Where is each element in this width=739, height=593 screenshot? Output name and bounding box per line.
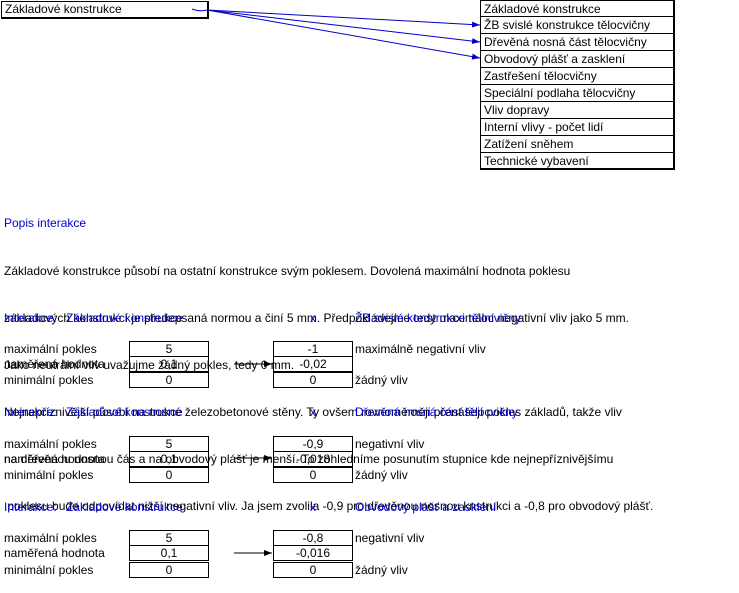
interaction-target: ŽB svislé konstrukce tělocvičny [355,311,522,325]
left-value-cell[interactable]: 0 [129,467,209,483]
description-line: Nejnepříznivější působí na nosné železob… [4,404,622,419]
description-line: základových konstrukcí je předepsaná nor… [4,310,629,325]
left-value-cell[interactable]: 0,1 [129,356,209,372]
interaction-times: x [310,311,316,325]
interaction-source: Základové konstrukce [66,311,183,325]
right-value-cell[interactable]: 0 [273,467,353,483]
right-value-cell[interactable]: -0,016 [273,545,353,561]
interaction-target: Dřevěná nosná část tělocvičny [355,405,518,419]
left-value-cell[interactable]: 0,1 [129,545,209,561]
right-value-cell[interactable]: 0 [273,562,353,578]
left-value-cell[interactable]: 0 [129,562,209,578]
interaction-description: Popis interakce Základové konstrukce půs… [4,185,653,530]
description-line: Jako neutrální vliv uvažujme žádný pokle… [4,357,295,372]
right-label-max: negativní vliv [355,531,425,545]
left-value-cell[interactable]: 5 [129,436,209,452]
right-value-cell[interactable]: -0,8 [273,530,353,546]
target-list: Základové konstrukce ŽB svislé konstrukc… [480,0,675,170]
right-value-cell[interactable]: -0,02 [273,356,353,372]
left-value-cell[interactable]: 0,1 [129,451,209,467]
target-item[interactable]: Zastřešení tělocvičny [480,68,675,85]
description-line: na dřevěnou nosnou čás a na obvodový plá… [4,451,614,466]
description-line: Základové konstrukce působí na ostatní k… [4,263,571,278]
interaction-source: Základové konstrukce [66,500,183,514]
right-value-cell[interactable]: -1 [273,341,353,357]
right-label-min: žádný vliv [355,468,408,482]
right-label-min: žádný vliv [355,563,408,577]
description-title: Popis interakce [4,216,87,231]
interaction-target: Obvodový plášť a zasklení [355,500,497,514]
description-line: poklesu bude odpovídat nižší negativní v… [4,499,654,514]
target-item[interactable]: Interní vlivy - počet lidí [480,119,675,136]
right-value-cell[interactable]: 0 [273,372,353,388]
target-item[interactable]: Obvodový plášť a zasklení [480,51,675,68]
label-min: minimální pokles [4,468,94,482]
left-value-cell[interactable]: 5 [129,341,209,357]
right-label-max: negativní vliv [355,437,425,451]
label-max: maximální pokles [4,437,97,451]
right-label-max: maximálně negativní vliv [355,342,486,356]
label-max: maximální pokles [4,531,97,545]
target-item[interactable]: Vliv dopravy [480,102,675,119]
label-max: maximální pokles [4,342,97,356]
interaction-source: Základové konstrukce [66,405,183,419]
left-value-cell[interactable]: 0 [129,372,209,388]
label-min: minimální pokles [4,373,94,387]
label-measured: naměřená hodnota [4,546,105,560]
source-item-box[interactable]: Základové konstrukce [1,1,209,19]
right-value-cell[interactable]: -0,9 [273,436,353,452]
label-measured: naměřená hodnota [4,357,105,371]
target-item[interactable]: ŽB svislé konstrukce tělocvičny [480,17,675,34]
target-item[interactable]: Speciální podlaha tělocvičny [480,85,675,102]
target-item[interactable]: Technické vybavení [480,153,675,170]
right-label-min: žádný vliv [355,373,408,387]
right-value-cell[interactable]: -0,018 [273,451,353,467]
target-item[interactable]: Dřevěná nosná část tělocvičny [480,34,675,51]
interaction-prefix: Interakce: [4,500,57,514]
left-value-cell[interactable]: 5 [129,530,209,546]
interaction-times: x [310,500,316,514]
target-item[interactable]: Základové konstrukce [480,0,675,17]
interaction-prefix: Interakce: [4,311,57,325]
label-measured: naměřená hodnota [4,452,105,466]
target-item[interactable]: Zatížení sněhem [480,136,675,153]
interaction-prefix: Interakce: [4,405,57,419]
interaction-times: x [310,405,316,419]
label-min: minimální pokles [4,563,94,577]
